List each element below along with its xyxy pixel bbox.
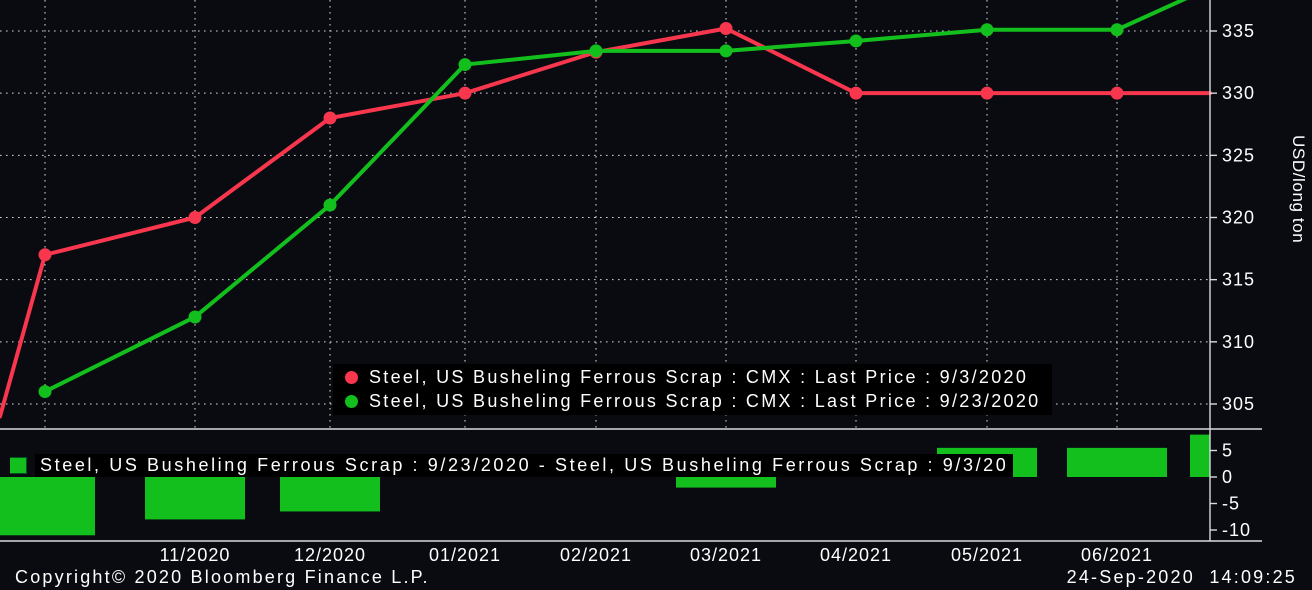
y-axis-tick-label: 325: [1222, 145, 1255, 165]
difference-bar: [280, 477, 380, 512]
y-axis-tick-label: 320: [1222, 208, 1255, 228]
red-data-point: [980, 86, 994, 100]
legend-item-last-price-9-3-2020[interactable]: Steel, US Busheling Ferrous Scrap : CMX …: [345, 367, 1040, 388]
y-axis-tick-label: -10: [1222, 520, 1251, 540]
difference-bar: [0, 477, 95, 536]
green-data-point: [980, 23, 994, 37]
footer-bar: Copyright© 2020 Bloomberg Finance L.P. 2…: [0, 564, 1312, 590]
x-axis-label: 02/2021: [560, 545, 632, 565]
y-axis-tick-label: 0: [1222, 467, 1233, 487]
y-axis-tick-label: 5: [1222, 441, 1233, 461]
difference-bar: [1067, 447, 1167, 477]
y-axis-tick-label: 310: [1222, 332, 1255, 352]
green-data-point: [849, 34, 863, 48]
green-data-point: [188, 310, 202, 324]
copyright-text: Copyright© 2020 Bloomberg Finance L.P.: [15, 566, 430, 587]
y-axis-tick-label: 305: [1222, 394, 1255, 414]
red-data-point: [323, 111, 337, 125]
green-data-point: [323, 198, 337, 212]
green-data-point: [458, 58, 472, 72]
legend-label-green-series: Steel, US Busheling Ferrous Scrap : CMX …: [369, 391, 1041, 411]
x-axis-label: 01/2021: [429, 545, 501, 565]
difference-bar: [1190, 434, 1210, 477]
x-axis-label: 04/2021: [820, 545, 892, 565]
red-data-point: [38, 248, 52, 262]
x-axis-label: 05/2021: [951, 545, 1023, 565]
x-axis-label: 11/2020: [160, 545, 231, 565]
green-data-point: [589, 44, 603, 58]
red-data-point: [719, 22, 733, 36]
y-axis-tick-label: 330: [1222, 83, 1255, 103]
timestamp-text: 24-Sep-2020 14:09:25: [1066, 566, 1297, 587]
x-axis-label: 06/2021: [1081, 545, 1153, 565]
red-data-point: [188, 211, 202, 224]
y-axis-tick-label: 315: [1222, 270, 1255, 290]
difference-panel-legend[interactable]: Steel, US Busheling Ferrous Scrap : 9/23…: [10, 454, 1210, 477]
green-price-line: [43, 0, 1188, 394]
green-series-marker-icon: [345, 395, 358, 408]
x-axis-label: 12/2020: [294, 545, 366, 565]
red-data-point: [1110, 86, 1124, 100]
difference-bar: [145, 477, 245, 520]
y-axis-tick-label: -5: [1222, 494, 1240, 514]
green-data-point: [1110, 23, 1124, 37]
y-axis-unit-label: USD/long ton: [1289, 135, 1308, 244]
green-data-point: [719, 44, 733, 58]
red-series-marker-icon: [345, 371, 358, 384]
difference-legend-label: Steel, US Busheling Ferrous Scrap : 9/23…: [35, 454, 1014, 477]
red-price-line: [0, 26, 1212, 419]
difference-bar: [676, 477, 776, 488]
legend-label-red-series: Steel, US Busheling Ferrous Scrap : CMX …: [369, 367, 1029, 387]
x-axis-label: 03/2021: [690, 545, 762, 565]
legend-item-last-price-9-23-2020[interactable]: Steel, US Busheling Ferrous Scrap : CMX …: [345, 391, 1040, 412]
main-chart-legend: Steel, US Busheling Ferrous Scrap : CMX …: [333, 364, 1053, 415]
y-axis-tick-label: 335: [1222, 21, 1255, 41]
red-data-point: [458, 86, 472, 100]
red-data-point: [849, 86, 863, 100]
green-bar-swatch-icon: [10, 457, 27, 474]
green-data-point: [38, 385, 52, 399]
